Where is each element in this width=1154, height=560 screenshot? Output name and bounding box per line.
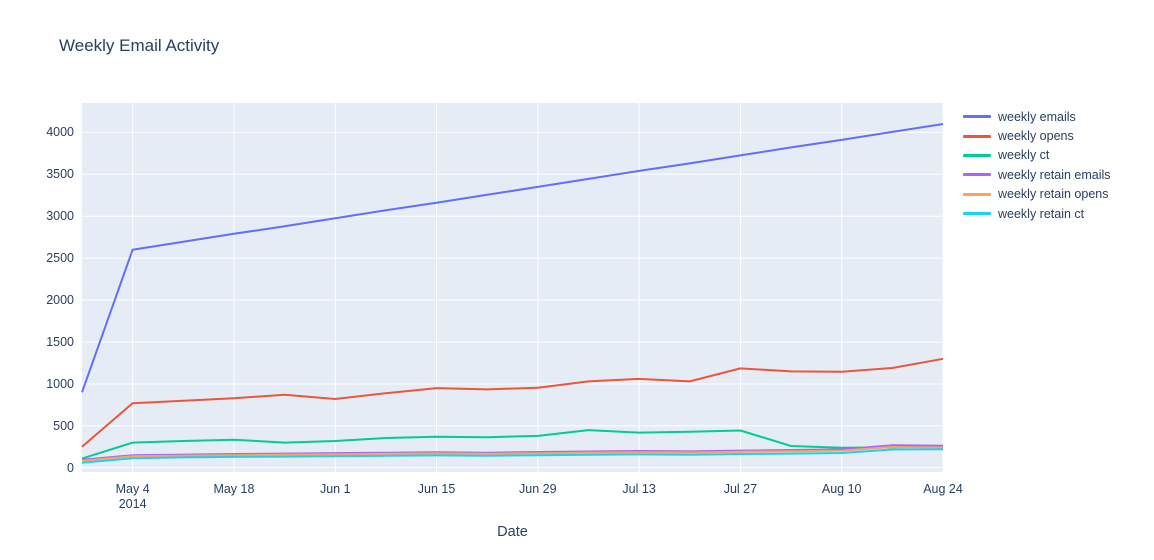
series-line-weekly-retain-ct [81,448,944,464]
legend-label: weekly ct [998,148,1050,163]
x-tick-label: Jul 13 [589,482,689,497]
y-tick-label: 500 [53,418,74,433]
x-tick-label: Jul 27 [690,482,790,497]
y-tick-label: 1000 [46,376,74,391]
legend-line-swatch [963,134,991,138]
x-tick-label-text: Jun 1 [319,482,351,496]
legend-line-swatch [963,173,991,177]
legend-item-weekly-retain-ct[interactable]: weekly retain ct [963,204,1111,223]
y-tick-label: 3500 [46,167,74,182]
x-tick-label-text: Jun 29 [519,482,557,496]
x-tick-label-text: Jul 13 [622,482,656,496]
series-line-weekly-emails [81,123,944,393]
x-tick-label: May 4 2014 [83,482,183,512]
y-tick-label: 4000 [46,125,74,140]
x-tick-label-text: Aug 10 [821,482,862,496]
legend-item-weekly-retain-emails[interactable]: weekly retain emails [963,165,1111,184]
x-tick-label: Jun 29 [488,482,588,497]
legend-label: weekly retain ct [998,206,1085,221]
legend-line-swatch [963,212,991,216]
legend-line-swatch [963,153,991,157]
legend-label: weekly opens [998,129,1074,144]
legend-item-weekly-emails[interactable]: weekly emails [963,107,1111,126]
series-line-weekly-ct [81,429,944,460]
legend-label: weekly retain emails [998,167,1111,182]
legend-label: weekly retain opens [998,187,1109,202]
series-line-weekly-retain-opens [81,446,944,462]
legend-item-weekly-opens[interactable]: weekly opens [963,126,1111,145]
chart-title: Weekly Email Activity [59,36,220,55]
series-line-weekly-retain-emails [81,444,944,461]
x-tick-label: Aug 10 [792,482,892,497]
x-tick-label: Jun 15 [387,482,487,497]
x-tick-label-text: Jun 15 [417,482,456,496]
y-tick-label: 1500 [46,335,74,349]
y-tick-label: 3000 [46,209,74,224]
legend-label: weekly emails [998,109,1076,124]
x-tick-label-text: May 4 [115,482,150,496]
x-tick-label-text: May 18 [213,482,255,496]
legend-item-weekly-retain-opens[interactable]: weekly retain opens [963,185,1111,204]
series-line-weekly-opens [81,357,944,448]
legend-item-weekly-ct[interactable]: weekly ct [963,146,1111,165]
legend-line-swatch [963,115,991,119]
x-tick-label: May 18 [184,482,284,497]
x-tick-label: Jun 1 [285,482,385,497]
x-axis-title: Date [497,524,528,540]
x-tick-sublabel-text: 2014 [118,497,147,511]
x-tick-label-text: Jul 27 [723,482,758,496]
x-tick-label-text: Aug 24 [923,482,963,496]
y-tick-label: 2500 [46,251,74,266]
legend: weekly emails weekly opens weekly ct weekly… [963,107,1111,223]
legend-line-swatch [963,192,991,196]
x-tick-label: Aug 24 [893,482,993,497]
y-tick-label: 2000 [46,293,74,308]
plot-background [82,103,943,472]
y-tick-label: 0 [67,460,74,475]
